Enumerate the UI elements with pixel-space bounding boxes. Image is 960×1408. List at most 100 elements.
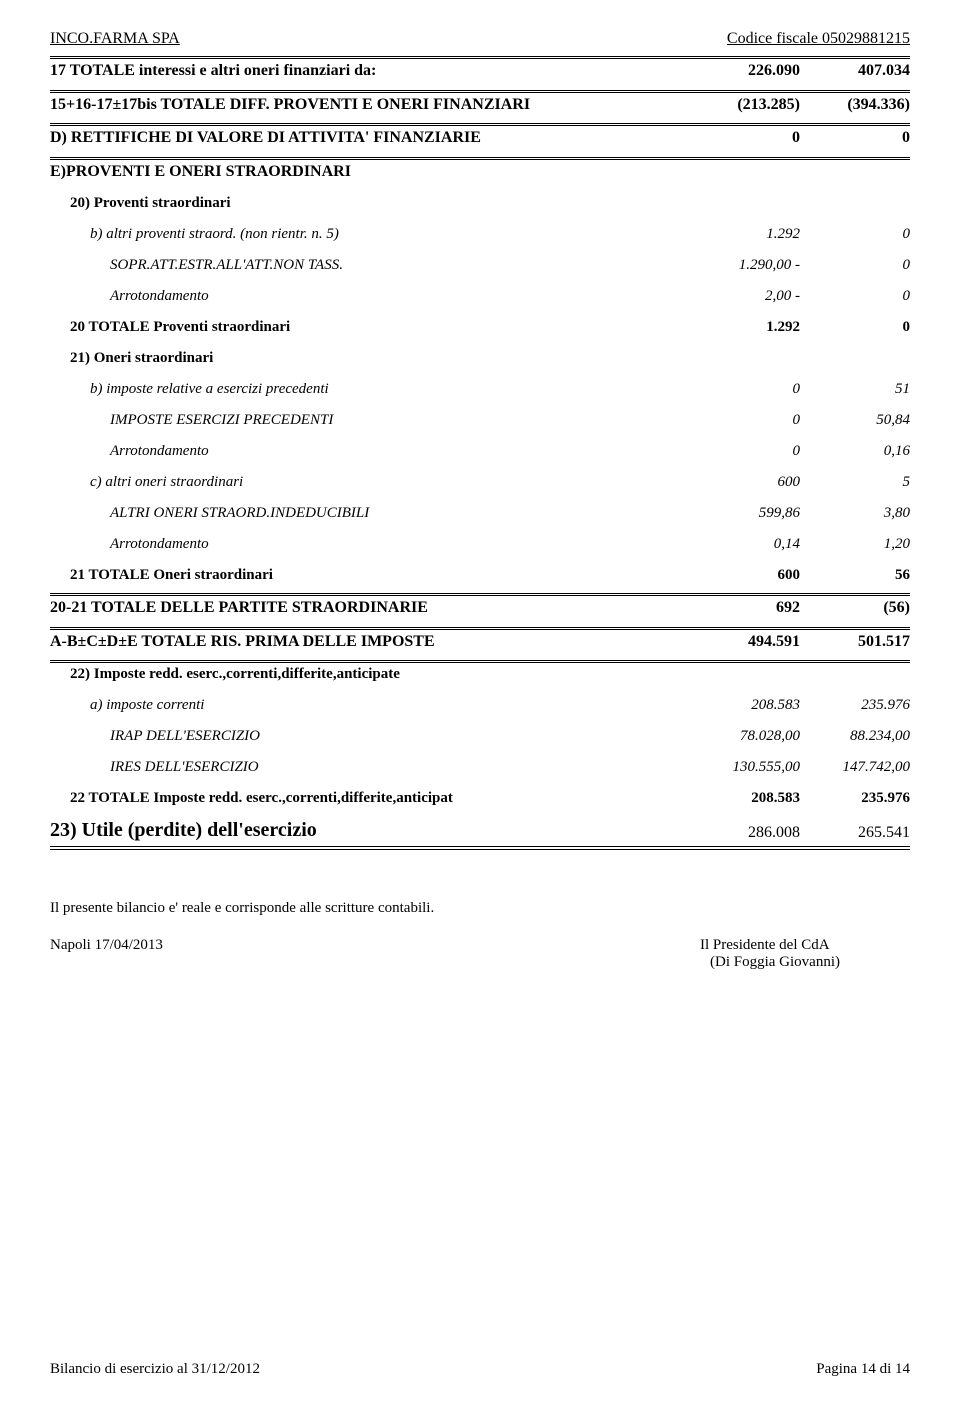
row-c2: 0 bbox=[800, 125, 910, 151]
row-c2: 0 bbox=[800, 285, 910, 308]
row-label: E)PROVENTI E ONERI STRAORDINARI bbox=[50, 158, 690, 184]
row-label: 22 TOTALE Imposte redd. eserc.,correnti,… bbox=[50, 787, 690, 810]
row-c2: 0 bbox=[800, 316, 910, 339]
page-header: INCO.FARMA SPA Codice fiscale 0502988121… bbox=[50, 30, 910, 48]
row-c2: 1,20 bbox=[800, 533, 910, 556]
row-label: 20 TOTALE Proventi straordinari bbox=[50, 316, 690, 339]
row-c2 bbox=[800, 662, 910, 687]
table-row: b) altri proventi straord. (non rientr. … bbox=[50, 223, 910, 246]
sign-left: Napoli 17/04/2013 bbox=[50, 937, 163, 971]
row-c2 bbox=[800, 158, 910, 184]
row-label: ALTRI ONERI STRAORD.INDEDUCIBILI bbox=[50, 502, 690, 525]
table-row: IRES DELL'ESERCIZIO130.555,00147.742,00 bbox=[50, 756, 910, 779]
row-label: 20-21 TOTALE DELLE PARTITE STRAORDINARIE bbox=[50, 595, 690, 621]
row-label: Arrotondamento bbox=[50, 440, 690, 463]
table-row: A-B±C±D±E TOTALE RIS. PRIMA DELLE IMPOST… bbox=[50, 628, 910, 654]
footer-left: Bilancio di esercizio al 31/12/2012 bbox=[50, 1361, 260, 1378]
row-c2: 51 bbox=[800, 378, 910, 401]
table-row: 21 TOTALE Oneri straordinari60056 bbox=[50, 564, 910, 587]
row-c2 bbox=[800, 192, 910, 215]
row-label: a) imposte correnti bbox=[50, 694, 690, 717]
table-row: 17 TOTALE interessi e altri oneri finanz… bbox=[50, 58, 910, 84]
row-c2: 5 bbox=[800, 471, 910, 494]
footer-right: Pagina 14 di 14 bbox=[816, 1361, 910, 1378]
table-row: 15+16-17±17bis TOTALE DIFF. PROVENTI E O… bbox=[50, 91, 910, 117]
row-c1: (213.285) bbox=[690, 91, 800, 117]
row-label: c) altri oneri straordinari bbox=[50, 471, 690, 494]
financial-table: 17 TOTALE interessi e altri oneri finanz… bbox=[50, 56, 910, 810]
table-row: 20) Proventi straordinari bbox=[50, 192, 910, 215]
row-c2: 3,80 bbox=[800, 502, 910, 525]
row-c1: 1.290,00 - bbox=[690, 254, 800, 277]
final-c2: 265.541 bbox=[800, 816, 910, 848]
table-row: 22) Imposte redd. eserc.,correnti,differ… bbox=[50, 662, 910, 687]
row-c2: 0 bbox=[800, 254, 910, 277]
table-row: E)PROVENTI E ONERI STRAORDINARI bbox=[50, 158, 910, 184]
final-c1: 286.008 bbox=[690, 816, 800, 848]
row-c2: 501.517 bbox=[800, 628, 910, 654]
row-label: IRES DELL'ESERCIZIO bbox=[50, 756, 690, 779]
table-row: 21) Oneri straordinari bbox=[50, 347, 910, 370]
row-c1: 0 bbox=[690, 125, 800, 151]
row-label: A-B±C±D±E TOTALE RIS. PRIMA DELLE IMPOST… bbox=[50, 628, 690, 654]
table-row: D) RETTIFICHE DI VALORE DI ATTIVITA' FIN… bbox=[50, 125, 910, 151]
row-c1: 600 bbox=[690, 471, 800, 494]
row-c1: 1.292 bbox=[690, 223, 800, 246]
page-footer: Bilancio di esercizio al 31/12/2012 Pagi… bbox=[50, 1361, 910, 1378]
closing-note: Il presente bilancio e' reale e corrispo… bbox=[50, 900, 910, 917]
row-label: 22) Imposte redd. eserc.,correnti,differ… bbox=[50, 662, 690, 687]
row-c1 bbox=[690, 662, 800, 687]
table-row: IRAP DELL'ESERCIZIO78.028,0088.234,00 bbox=[50, 725, 910, 748]
table-row: Arrotondamento0,141,20 bbox=[50, 533, 910, 556]
row-c1: 0 bbox=[690, 378, 800, 401]
table-row: b) imposte relative a esercizi precedent… bbox=[50, 378, 910, 401]
table-row: Arrotondamento2,00 -0 bbox=[50, 285, 910, 308]
row-c2: 147.742,00 bbox=[800, 756, 910, 779]
row-c1: 494.591 bbox=[690, 628, 800, 654]
table-row: IMPOSTE ESERCIZI PRECEDENTI050,84 bbox=[50, 409, 910, 432]
row-label: Arrotondamento bbox=[50, 533, 690, 556]
row-c1: 600 bbox=[690, 564, 800, 587]
row-c1: 692 bbox=[690, 595, 800, 621]
row-label: SOPR.ATT.ESTR.ALL'ATT.NON TASS. bbox=[50, 254, 690, 277]
row-c1: 1.292 bbox=[690, 316, 800, 339]
row-c1 bbox=[690, 158, 800, 184]
row-c1: 130.555,00 bbox=[690, 756, 800, 779]
row-c2: 88.234,00 bbox=[800, 725, 910, 748]
table-row: c) altri oneri straordinari6005 bbox=[50, 471, 910, 494]
row-c1 bbox=[690, 347, 800, 370]
row-label: Arrotondamento bbox=[50, 285, 690, 308]
row-c1 bbox=[690, 192, 800, 215]
row-c1: 208.583 bbox=[690, 694, 800, 717]
row-label: b) imposte relative a esercizi precedent… bbox=[50, 378, 690, 401]
row-label: 15+16-17±17bis TOTALE DIFF. PROVENTI E O… bbox=[50, 91, 690, 117]
row-label: 21) Oneri straordinari bbox=[50, 347, 690, 370]
table-row: SOPR.ATT.ESTR.ALL'ATT.NON TASS.1.290,00 … bbox=[50, 254, 910, 277]
fiscal-code: Codice fiscale 05029881215 bbox=[727, 30, 910, 48]
row-c1: 78.028,00 bbox=[690, 725, 800, 748]
company-name: INCO.FARMA SPA bbox=[50, 30, 180, 48]
row-c2: 0,16 bbox=[800, 440, 910, 463]
row-label: D) RETTIFICHE DI VALORE DI ATTIVITA' FIN… bbox=[50, 125, 690, 151]
row-c1: 0 bbox=[690, 440, 800, 463]
row-c2: 56 bbox=[800, 564, 910, 587]
final-row-table: 23) Utile (perdite) dell'esercizio 286.0… bbox=[50, 816, 910, 850]
table-row: 20 TOTALE Proventi straordinari1.2920 bbox=[50, 316, 910, 339]
row-c2: 235.976 bbox=[800, 694, 910, 717]
signature-block: Napoli 17/04/2013 Il Presidente del CdA … bbox=[50, 937, 910, 971]
row-c1: 0,14 bbox=[690, 533, 800, 556]
row-label: b) altri proventi straord. (non rientr. … bbox=[50, 223, 690, 246]
table-row: 20-21 TOTALE DELLE PARTITE STRAORDINARIE… bbox=[50, 595, 910, 621]
row-label: IRAP DELL'ESERCIZIO bbox=[50, 725, 690, 748]
row-c1: 2,00 - bbox=[690, 285, 800, 308]
row-c2: (56) bbox=[800, 595, 910, 621]
row-c2 bbox=[800, 347, 910, 370]
row-c1: 208.583 bbox=[690, 787, 800, 810]
table-row: 22 TOTALE Imposte redd. eserc.,correnti,… bbox=[50, 787, 910, 810]
row-label: 20) Proventi straordinari bbox=[50, 192, 690, 215]
row-label: 17 TOTALE interessi e altri oneri finanz… bbox=[50, 58, 690, 84]
row-label: IMPOSTE ESERCIZI PRECEDENTI bbox=[50, 409, 690, 432]
row-c2: 235.976 bbox=[800, 787, 910, 810]
table-row: Arrotondamento00,16 bbox=[50, 440, 910, 463]
row-c2: 50,84 bbox=[800, 409, 910, 432]
